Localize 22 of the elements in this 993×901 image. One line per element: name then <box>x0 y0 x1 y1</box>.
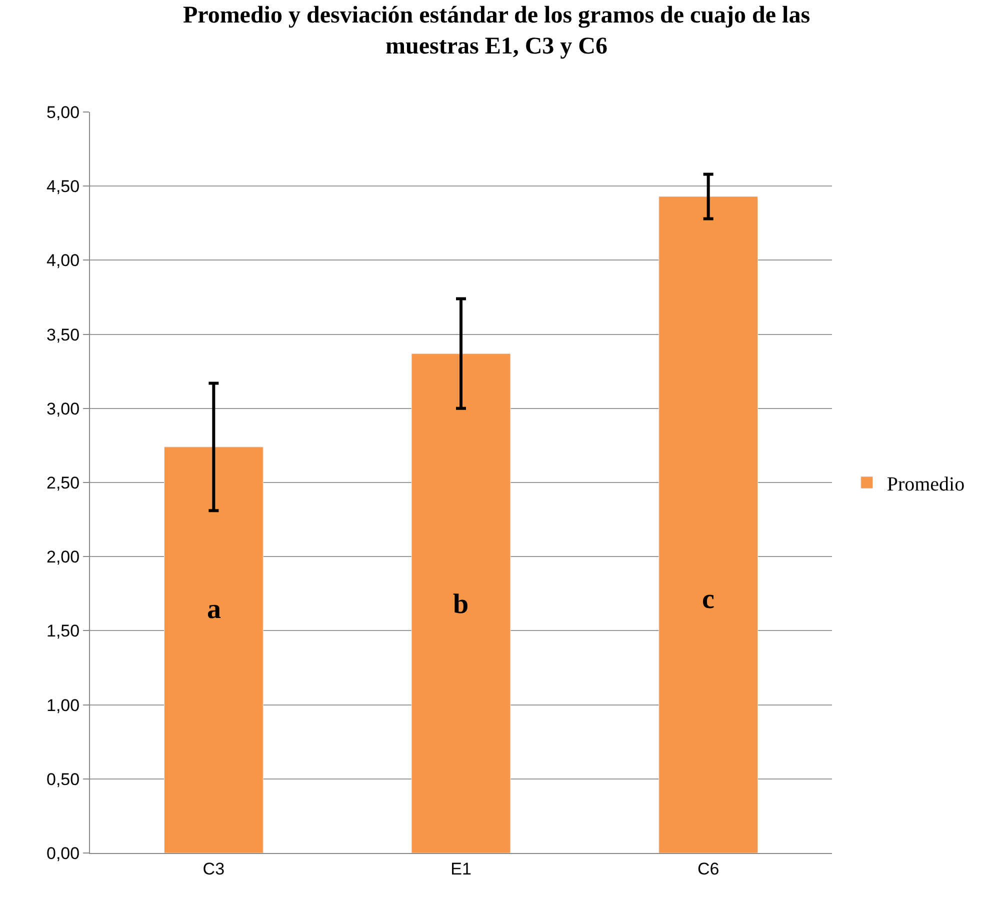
y-tick-label: 4,00 <box>46 251 80 270</box>
bar <box>411 353 511 853</box>
y-tick-label: 5,00 <box>46 102 80 122</box>
annotation: a <box>207 594 221 625</box>
y-tick-label: 3,00 <box>46 399 80 418</box>
annotation: c <box>702 584 714 615</box>
y-tick-label: 4,50 <box>46 177 80 196</box>
y-tick-label: 3,50 <box>46 325 80 344</box>
x-tick-label: C6 <box>697 859 720 878</box>
y-tick-label: 0,50 <box>46 770 80 789</box>
bar <box>658 196 758 853</box>
x-tick-label: C3 <box>202 859 225 878</box>
x-tick-label: E1 <box>450 859 472 878</box>
chart-title: Promedio y desviación estándar de los gramos de cuajo de las muestras E1, C3 y C6 <box>182 2 810 60</box>
bar <box>164 446 264 853</box>
legend-label: Promedio <box>886 473 965 496</box>
y-tick-label: 1,00 <box>46 696 80 715</box>
y-tick-label: 2,50 <box>46 473 80 492</box>
y-tick-label: 2,00 <box>46 548 80 567</box>
y-tick-label: 0,00 <box>46 844 80 863</box>
y-tick-label: 1,50 <box>46 622 80 641</box>
annotation: b <box>453 589 469 620</box>
